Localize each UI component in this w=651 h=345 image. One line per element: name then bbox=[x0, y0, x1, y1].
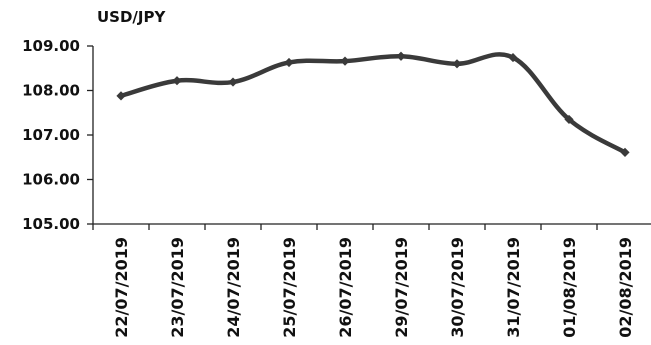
data-point-marker bbox=[116, 91, 126, 101]
data-point-marker bbox=[620, 147, 630, 157]
data-point-marker bbox=[340, 56, 350, 66]
data-point-marker bbox=[564, 114, 574, 125]
axes bbox=[92, 46, 651, 225]
y-tick-label: 109.00 bbox=[22, 37, 80, 55]
series-layer bbox=[116, 51, 630, 157]
data-point-marker bbox=[508, 52, 518, 63]
data-point-marker bbox=[284, 57, 294, 68]
x-tick-label: 01/08/2019 bbox=[560, 237, 579, 338]
x-tick-label: 24/07/2019 bbox=[224, 237, 243, 338]
data-point-marker bbox=[172, 76, 182, 86]
x-tick-label: 02/08/2019 bbox=[616, 237, 635, 338]
series-line bbox=[118, 52, 628, 155]
x-tick-label: 30/07/2019 bbox=[448, 237, 467, 338]
chart-title: USD/JPY bbox=[97, 8, 166, 26]
data-point-marker bbox=[228, 77, 238, 87]
y-tick-label: 108.00 bbox=[22, 82, 80, 100]
x-tick-label: 29/07/2019 bbox=[392, 237, 411, 338]
x-tick-label: 23/07/2019 bbox=[168, 237, 187, 338]
x-tick-label: 31/07/2019 bbox=[504, 237, 523, 338]
x-tick-label: 22/07/2019 bbox=[112, 237, 131, 338]
y-axis-ticks: 105.00 106.00 107.00 108.00 109.00 bbox=[22, 37, 93, 233]
y-tick-label: 106.00 bbox=[22, 171, 80, 189]
data-point-marker bbox=[452, 59, 462, 69]
y-tick-label: 107.00 bbox=[22, 126, 80, 144]
x-tick-label: 25/07/2019 bbox=[280, 237, 299, 338]
x-axis-ticks: 22/07/2019 23/07/2019 24/07/2019 25/07/2019… bbox=[92, 224, 635, 338]
y-tick-label: 105.00 bbox=[22, 215, 80, 233]
data-point-marker bbox=[396, 51, 406, 61]
x-tick-label: 26/07/2019 bbox=[336, 237, 355, 338]
